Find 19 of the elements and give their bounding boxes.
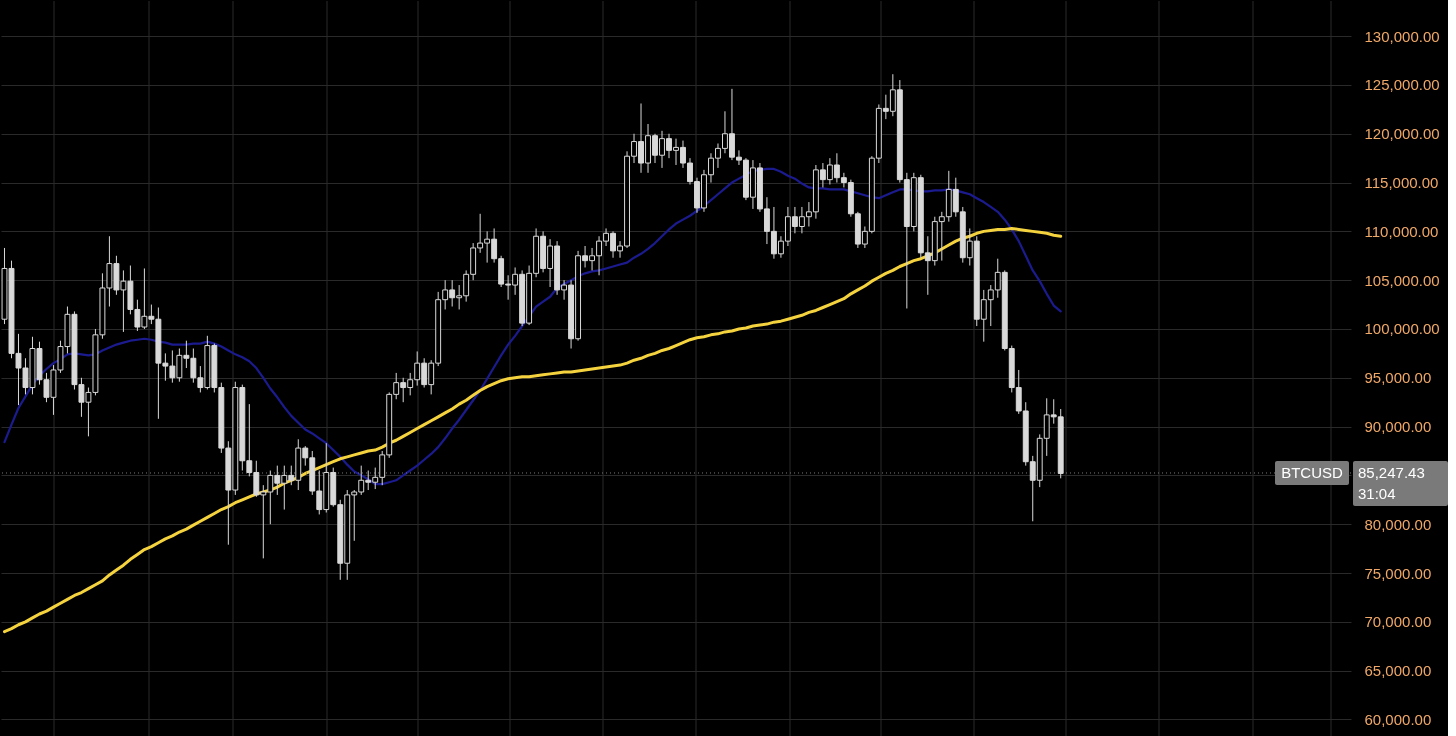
- y-tick-label: 95,000.00: [1364, 369, 1432, 387]
- y-tick-label: 105,000.00: [1364, 271, 1440, 289]
- y-tick-label: 80,000.00: [1364, 515, 1432, 533]
- y-tick-label: 100,000.00: [1364, 320, 1440, 338]
- y-tick-label: 70,000.00: [1364, 613, 1432, 631]
- text: 31:04: [1358, 484, 1396, 502]
- line-series: [3, 167, 1062, 486]
- y-tick-label: 125,000.00: [1364, 76, 1440, 94]
- y-tick-label: 120,000.00: [1364, 125, 1440, 143]
- y-tick-label: 90,000.00: [1364, 418, 1432, 436]
- y-tick-label: 60,000.00: [1364, 710, 1432, 728]
- y-tick-label: 130,000.00: [1364, 27, 1440, 45]
- y-tick-label: 75,000.00: [1364, 564, 1432, 582]
- y-tick-label: 115,000.00: [1364, 174, 1439, 192]
- ref-line-label: 85,247.43: [1358, 463, 1425, 481]
- annotation: BTCUSD: [1281, 463, 1343, 481]
- line-series: [3, 226, 1063, 634]
- y-tick-label: 65,000.00: [1364, 662, 1432, 680]
- y-tick-label: 110,000.00: [1364, 222, 1439, 240]
